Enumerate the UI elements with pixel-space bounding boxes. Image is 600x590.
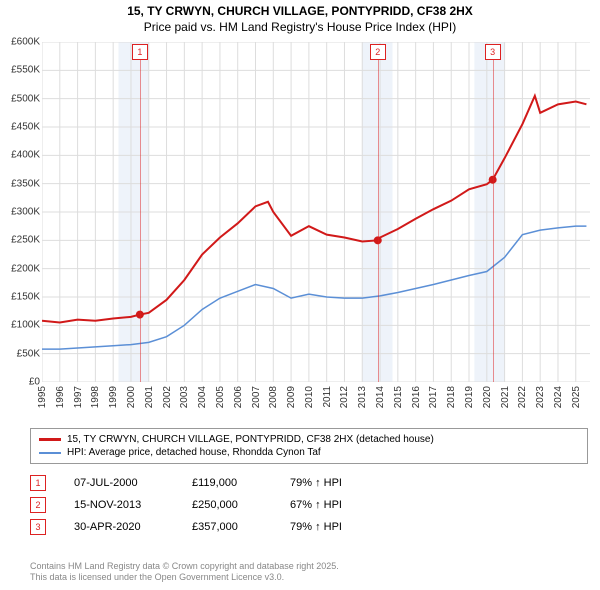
xtick-label: 2003 xyxy=(179,386,190,408)
xtick-label: 2018 xyxy=(446,386,457,408)
legend-swatch xyxy=(39,452,61,454)
ytick-label: £100K xyxy=(11,320,40,331)
xtick-label: 2008 xyxy=(268,386,279,408)
xtick-label: 2020 xyxy=(482,386,493,408)
xtick-label: 2000 xyxy=(126,386,137,408)
ytick-label: £250K xyxy=(11,235,40,246)
xtick-label: 2009 xyxy=(286,386,297,408)
xtick-label: 2010 xyxy=(304,386,315,408)
transaction-row: 2 15-NOV-2013 £250,000 67% ↑ HPI xyxy=(30,494,342,516)
trans-date: 15-NOV-2013 xyxy=(74,499,164,511)
marker-line xyxy=(493,58,494,382)
footer-line2: This data is licensed under the Open Gov… xyxy=(30,572,339,584)
legend-label: HPI: Average price, detached house, Rhon… xyxy=(67,447,321,458)
legend-item-hpi: HPI: Average price, detached house, Rhon… xyxy=(39,446,579,459)
legend-swatch xyxy=(39,438,61,441)
xtick-label: 2014 xyxy=(375,386,386,408)
legend: 15, TY CRWYN, CHURCH VILLAGE, PONTYPRIDD… xyxy=(30,428,588,464)
trans-marker: 1 xyxy=(30,475,46,491)
marker-line xyxy=(140,58,141,382)
xtick-label: 2023 xyxy=(535,386,546,408)
trans-marker: 3 xyxy=(30,519,46,535)
plot-svg xyxy=(42,42,590,382)
trans-delta: 79% ↑ HPI xyxy=(290,477,342,489)
xtick-label: 1996 xyxy=(55,386,66,408)
xtick-label: 2022 xyxy=(517,386,528,408)
ytick-label: £400K xyxy=(11,150,40,161)
trans-date: 30-APR-2020 xyxy=(74,521,164,533)
ytick-label: £300K xyxy=(11,207,40,218)
xtick-label: 2013 xyxy=(357,386,368,408)
xtick-label: 2012 xyxy=(339,386,350,408)
trans-price: £250,000 xyxy=(192,499,262,511)
transaction-row: 1 07-JUL-2000 £119,000 79% ↑ HPI xyxy=(30,472,342,494)
trans-price: £119,000 xyxy=(192,477,262,489)
xtick-label: 1997 xyxy=(73,386,84,408)
xtick-label: 2001 xyxy=(144,386,155,408)
transaction-row: 3 30-APR-2020 £357,000 79% ↑ HPI xyxy=(30,516,342,538)
title-line2: Price paid vs. HM Land Registry's House … xyxy=(0,20,600,36)
trans-delta: 79% ↑ HPI xyxy=(290,521,342,533)
trans-delta: 67% ↑ HPI xyxy=(290,499,342,511)
transactions-table: 1 07-JUL-2000 £119,000 79% ↑ HPI2 15-NOV… xyxy=(30,472,342,538)
ytick-label: £450K xyxy=(11,122,40,133)
ytick-label: £200K xyxy=(11,263,40,274)
plot-area xyxy=(42,42,590,382)
marker-line xyxy=(378,58,379,382)
xtick-label: 2019 xyxy=(464,386,475,408)
xtick-label: 2025 xyxy=(571,386,582,408)
xtick-label: 2011 xyxy=(322,386,333,408)
chart-title: 15, TY CRWYN, CHURCH VILLAGE, PONTYPRIDD… xyxy=(0,0,600,35)
legend-item-property: 15, TY CRWYN, CHURCH VILLAGE, PONTYPRIDD… xyxy=(39,433,579,446)
legend-label: 15, TY CRWYN, CHURCH VILLAGE, PONTYPRIDD… xyxy=(67,434,434,445)
footer-attribution: Contains HM Land Registry data © Crown c… xyxy=(30,561,339,584)
ytick-label: £150K xyxy=(11,292,40,303)
xtick-label: 2021 xyxy=(500,386,511,408)
marker-box: 2 xyxy=(370,44,386,60)
chart-container: 15, TY CRWYN, CHURCH VILLAGE, PONTYPRIDD… xyxy=(0,0,600,590)
xtick-label: 1995 xyxy=(37,386,48,408)
xtick-label: 2024 xyxy=(553,386,564,408)
ytick-label: £350K xyxy=(11,178,40,189)
xtick-label: 2017 xyxy=(428,386,439,408)
xtick-label: 2006 xyxy=(233,386,244,408)
xtick-label: 2004 xyxy=(197,386,208,408)
footer-line1: Contains HM Land Registry data © Crown c… xyxy=(30,561,339,573)
xtick-label: 1998 xyxy=(90,386,101,408)
trans-date: 07-JUL-2000 xyxy=(74,477,164,489)
xtick-label: 2016 xyxy=(411,386,422,408)
ytick-label: £500K xyxy=(11,93,40,104)
xtick-label: 2002 xyxy=(162,386,173,408)
xtick-label: 2015 xyxy=(393,386,404,408)
title-line1: 15, TY CRWYN, CHURCH VILLAGE, PONTYPRIDD… xyxy=(0,4,600,20)
marker-box: 3 xyxy=(485,44,501,60)
trans-price: £357,000 xyxy=(192,521,262,533)
marker-box: 1 xyxy=(132,44,148,60)
ytick-label: £550K xyxy=(11,65,40,76)
xtick-label: 1999 xyxy=(108,386,119,408)
ytick-label: £600K xyxy=(11,37,40,48)
xtick-label: 2005 xyxy=(215,386,226,408)
xtick-label: 2007 xyxy=(251,386,262,408)
trans-marker: 2 xyxy=(30,497,46,513)
ytick-label: £50K xyxy=(17,348,40,359)
